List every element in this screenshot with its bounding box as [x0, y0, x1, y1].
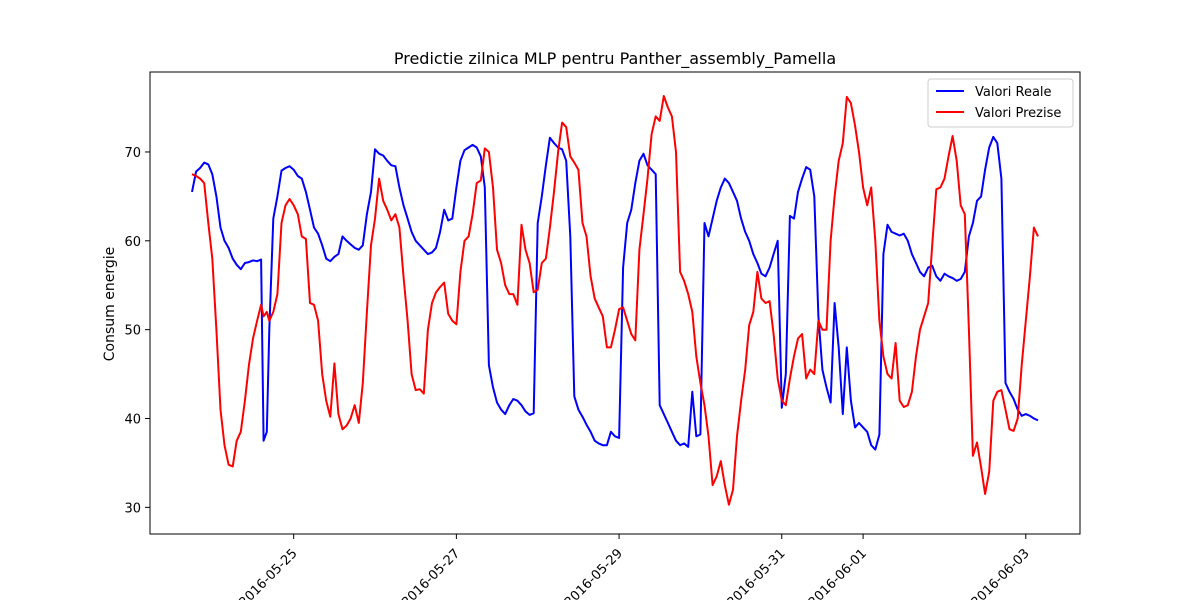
- legend-box: [927, 78, 1074, 128]
- x-tick-label: 2016-05-31: [725, 546, 789, 600]
- y-tick-label: 60: [124, 235, 141, 250]
- legend: Valori Reale Valori Prezise: [927, 78, 1074, 128]
- plot-area: [191, 95, 1039, 506]
- legend-label-reale: Valori Reale: [975, 85, 1052, 100]
- legend-label-prezise: Valori Prezise: [975, 106, 1061, 121]
- y-tick-label: 30: [124, 501, 141, 516]
- y-axis-ticks: 30 40 50 60 70: [124, 146, 150, 516]
- y-tick-label: 70: [124, 146, 141, 161]
- y-axis-label: Consum energie: [102, 247, 118, 361]
- chart-title: Predictie zilnica MLP pentru Panther_ass…: [394, 49, 836, 69]
- x-tick-label: 2016-05-29: [562, 546, 626, 600]
- series-line-valori-prezise: [191, 95, 1039, 506]
- y-tick-label: 50: [124, 324, 141, 339]
- x-tick-label: 2016-05-25: [236, 546, 300, 600]
- axes-frame: [149, 71, 1081, 535]
- x-axis-ticks: 2016-05-25 2016-05-27 2016-05-29 2016-05-31…: [236, 534, 1033, 600]
- x-tick-label: 2016-05-27: [399, 546, 463, 600]
- x-tick-label: 2016-06-03: [969, 546, 1033, 600]
- x-tick-label: 2016-06-01: [806, 546, 870, 600]
- series-line-valori-reale: [191, 135, 1039, 451]
- y-tick-label: 40: [124, 413, 141, 428]
